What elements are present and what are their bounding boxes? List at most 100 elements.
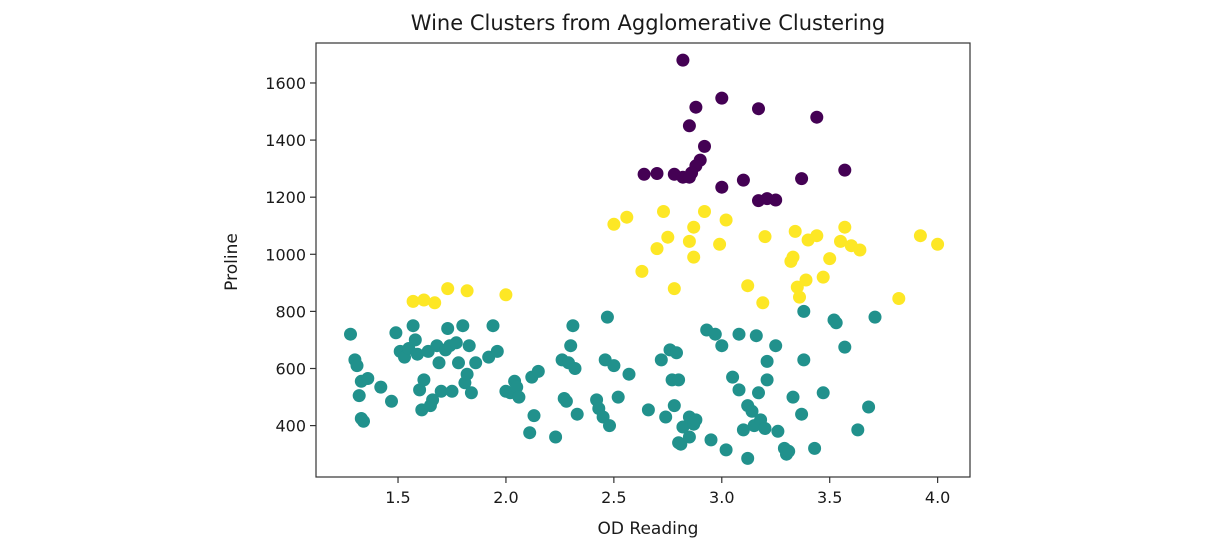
data-point [698, 205, 711, 218]
data-point [715, 339, 729, 353]
data-point [829, 316, 843, 330]
data-point [682, 119, 696, 133]
data-point [441, 282, 455, 296]
data-point [715, 180, 729, 194]
data-point [732, 383, 746, 397]
data-point [410, 347, 424, 361]
data-point [622, 367, 636, 381]
data-point [797, 353, 811, 367]
data-point [607, 359, 621, 373]
y-axis-ticks: 400 600 800 1000 1200 1400 1600 [265, 74, 316, 436]
data-point [661, 230, 675, 244]
data-point [417, 293, 431, 307]
data-point [797, 304, 811, 318]
data-point [795, 407, 809, 421]
y-tick-label: 600 [275, 360, 306, 379]
x-tick-label: 2.5 [601, 488, 626, 507]
data-point [406, 294, 420, 308]
data-point [428, 296, 442, 310]
data-point [413, 383, 427, 397]
data-point [736, 423, 750, 437]
data-point [674, 437, 688, 451]
data-point [838, 163, 852, 177]
data-point [490, 344, 504, 358]
data-point [868, 310, 882, 324]
data-point [512, 390, 526, 404]
data-point [456, 319, 470, 333]
data-point [672, 373, 686, 387]
data-point [361, 372, 375, 385]
y-tick-label: 1600 [265, 74, 306, 93]
data-point [838, 340, 852, 354]
y-tick-label: 1000 [265, 245, 306, 264]
data-point [708, 327, 722, 341]
data-point [654, 353, 668, 367]
data-point [432, 356, 446, 370]
data-point [713, 237, 727, 251]
data-point [426, 393, 440, 407]
data-point [931, 237, 945, 251]
data-point [769, 339, 783, 353]
data-point [510, 380, 524, 394]
chart-title: Wine Clusters from Agglomerative Cluster… [411, 11, 885, 35]
data-point [667, 282, 681, 296]
data-point [499, 288, 513, 302]
data-point [726, 370, 740, 384]
data-point [607, 217, 621, 231]
data-point [460, 284, 474, 298]
data-point [736, 173, 750, 187]
data-point [350, 359, 364, 373]
data-point [790, 280, 804, 294]
data-point [834, 234, 847, 248]
data-point [600, 310, 614, 324]
data-point [641, 403, 655, 417]
data-point [851, 423, 865, 437]
data-point [657, 205, 670, 218]
data-point [719, 213, 733, 227]
data-point [441, 322, 455, 335]
data-point [637, 167, 651, 181]
data-point [810, 110, 824, 124]
data-point [752, 386, 765, 400]
data-point [741, 279, 755, 293]
x-tick-label: 3.0 [709, 488, 734, 507]
data-point [462, 339, 476, 353]
data-point [531, 364, 545, 378]
x-tick-label: 1.5 [385, 488, 410, 507]
data-point [758, 230, 772, 244]
data-point [719, 443, 733, 457]
data-point [838, 220, 852, 234]
data-point [568, 362, 582, 375]
data-point [566, 319, 580, 333]
data-point [460, 367, 474, 381]
data-point [682, 430, 696, 444]
data-point [452, 356, 465, 370]
data-point [771, 424, 785, 438]
data-point [682, 170, 696, 184]
data-point [344, 327, 357, 341]
data-point [659, 410, 673, 424]
data-point [523, 426, 537, 440]
data-point [445, 384, 459, 398]
data-point [687, 220, 701, 234]
data-point [667, 399, 681, 413]
x-axis-label: OD Reading [598, 519, 699, 539]
data-point [635, 264, 649, 278]
data-point [698, 139, 711, 153]
y-tick-label: 400 [275, 417, 306, 436]
data-point [603, 419, 616, 433]
data-point [564, 339, 578, 353]
y-axis-label: Proline [222, 233, 242, 291]
data-point [786, 250, 800, 264]
data-point [650, 167, 664, 180]
data-point [741, 451, 755, 465]
x-tick-label: 2.0 [493, 488, 518, 507]
data-point [434, 384, 448, 398]
data-point [769, 193, 783, 207]
data-point [406, 319, 420, 333]
data-point [449, 336, 463, 350]
data-point [408, 333, 422, 347]
data-point [913, 229, 927, 243]
data-point [670, 346, 683, 360]
